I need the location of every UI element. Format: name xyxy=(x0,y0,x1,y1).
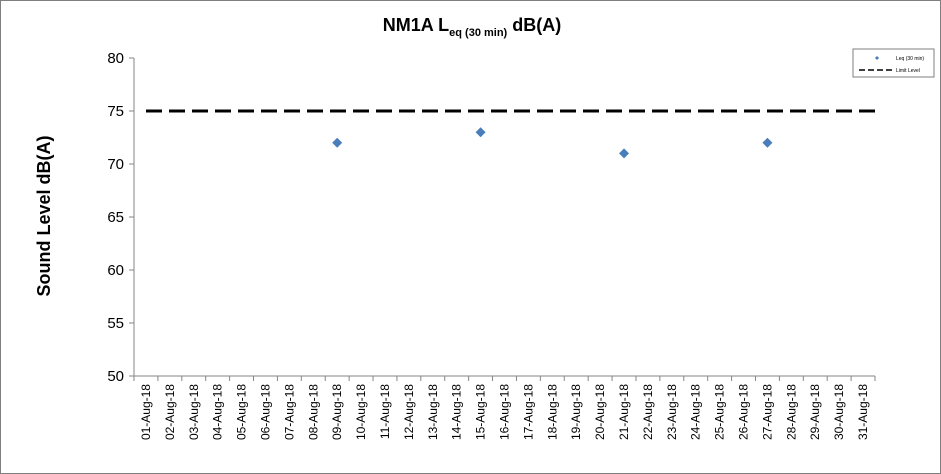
x-tick-label: 16-Aug-18 xyxy=(498,384,512,440)
x-tick-label: 18-Aug-18 xyxy=(545,384,559,440)
x-tick-label: 21-Aug-18 xyxy=(617,384,631,440)
x-tick-label: 12-Aug-18 xyxy=(402,384,416,440)
y-tick-label: 70 xyxy=(107,156,124,173)
x-tick-label: 15-Aug-18 xyxy=(474,384,488,440)
x-tick-label: 03-Aug-18 xyxy=(187,384,201,440)
x-tick-label: 25-Aug-18 xyxy=(713,384,727,440)
legend-label-limit: Limit Level xyxy=(896,68,920,74)
x-tick-label: 10-Aug-18 xyxy=(354,384,368,440)
y-tick-label: 55 xyxy=(107,315,124,332)
chart-title-main: NM1A L xyxy=(383,15,449,35)
x-tick-label: 27-Aug-18 xyxy=(760,384,774,440)
x-tick-label: 24-Aug-18 xyxy=(689,384,703,440)
legend-label-leq: Leq (30 min) xyxy=(896,56,924,62)
y-tick-label: 65 xyxy=(107,209,124,226)
x-tick-label: 07-Aug-18 xyxy=(282,384,296,440)
x-tick-label: 14-Aug-18 xyxy=(450,384,464,440)
x-tick-label: 28-Aug-18 xyxy=(784,384,798,440)
y-tick-label: 80 xyxy=(107,50,124,67)
points-layer xyxy=(332,127,773,159)
y-tick-label: 50 xyxy=(107,368,124,385)
x-tick-label: 05-Aug-18 xyxy=(235,384,249,440)
data-point-leq xyxy=(619,148,630,159)
x-tick-label: 04-Aug-18 xyxy=(211,384,225,440)
x-tick-label: 20-Aug-18 xyxy=(593,384,607,440)
legend-marker-leq xyxy=(875,56,879,60)
chart-title: NM1A Leq (30 min) dB(A) xyxy=(383,15,561,39)
legend-box xyxy=(852,48,935,78)
y-axis-label: Sound Level dB(A) xyxy=(34,135,54,296)
x-axis: 01-Aug-18 02-Aug-18 03-Aug-18 04-Aug-18 05-A… xyxy=(133,375,876,440)
legend: Leq (30 min) Limit Level xyxy=(852,48,935,78)
x-tick-label: 30-Aug-18 xyxy=(832,384,846,440)
x-tick-label: 17-Aug-18 xyxy=(521,384,535,440)
y-tick-label: 60 xyxy=(107,262,124,279)
x-tick-label: 08-Aug-18 xyxy=(306,384,320,440)
x-tick-label: 22-Aug-18 xyxy=(641,384,655,440)
data-point-leq xyxy=(762,137,773,148)
x-tick-label: 06-Aug-18 xyxy=(258,384,272,440)
x-tick-label: 01-Aug-18 xyxy=(139,384,153,440)
x-tick-label: 11-Aug-18 xyxy=(378,384,392,439)
chart-title-suffix: dB(A) xyxy=(507,15,561,35)
data-point-leq xyxy=(332,137,343,148)
x-tick-label: 02-Aug-18 xyxy=(163,384,177,440)
x-tick-label: 23-Aug-18 xyxy=(665,384,679,440)
y-axis: 50 55 60 65 70 75 80 xyxy=(107,50,135,385)
data-point-leq xyxy=(475,127,486,138)
x-tick-label: 26-Aug-18 xyxy=(737,384,751,440)
x-tick-label: 13-Aug-18 xyxy=(426,384,440,440)
x-tick-label: 29-Aug-18 xyxy=(808,384,822,440)
chart-title-subscript: eq (30 min) xyxy=(449,27,507,39)
y-tick-label: 75 xyxy=(107,103,124,120)
x-tick-label: 19-Aug-18 xyxy=(569,384,583,440)
x-tick-label: 31-Aug-18 xyxy=(856,384,870,440)
x-tick-label: 09-Aug-18 xyxy=(330,384,344,440)
